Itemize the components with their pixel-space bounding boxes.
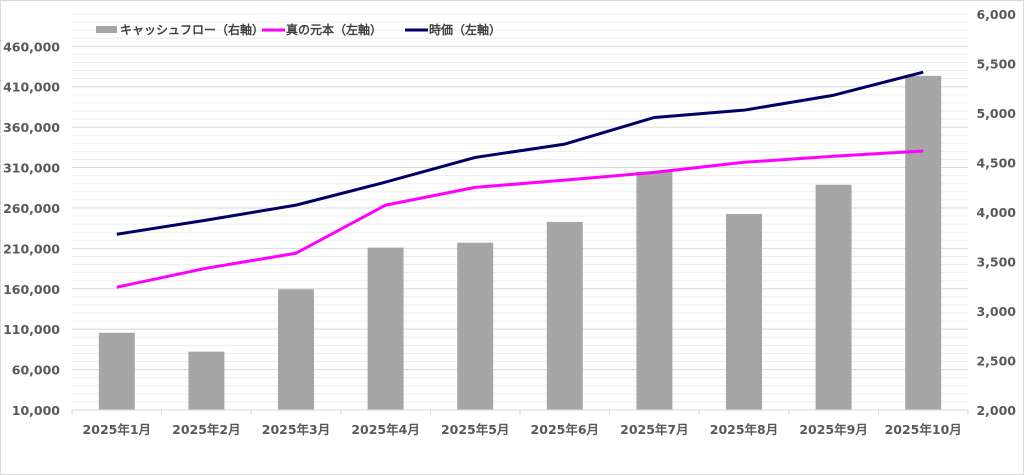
bar-cashflow <box>457 242 494 410</box>
right-tick-label: 5,500 <box>976 57 1016 72</box>
x-tick-label: 2025年7月 <box>620 422 689 437</box>
left-tick-label: 410,000 <box>3 80 60 95</box>
x-tick-label: 2025年5月 <box>441 422 510 437</box>
right-tick-label: 3,000 <box>976 304 1016 319</box>
bar-cashflow <box>636 171 673 410</box>
legend-true-principal-label: 真の元本（左軸） <box>286 22 382 37</box>
right-tick-label: 4,000 <box>976 205 1016 220</box>
bar-series <box>98 75 942 410</box>
left-tick-label: 260,000 <box>3 201 60 216</box>
bar-cashflow <box>726 213 762 410</box>
legend: キャッシュフロー（右軸） 真の元本（左軸） 時価（左軸） <box>96 22 501 37</box>
line-series <box>116 70 924 289</box>
line-true-principal <box>116 149 924 289</box>
left-tick-label: 460,000 <box>3 39 60 54</box>
left-tick-label: 60,000 <box>12 363 61 378</box>
left-tick-label: 210,000 <box>3 241 60 256</box>
right-tick-label: 3,500 <box>976 255 1016 270</box>
left-tick-label: 360,000 <box>3 120 60 135</box>
left-tick-label: 160,000 <box>3 282 60 297</box>
bar-cashflow <box>367 247 404 410</box>
x-tick-label: 2025年3月 <box>262 422 331 437</box>
x-tick-label: 2025年10月 <box>885 422 962 437</box>
left-tick-label: 10,000 <box>12 403 61 418</box>
x-tick-label: 2025年2月 <box>172 422 241 437</box>
bar-cashflow <box>905 75 942 410</box>
bar-cashflow <box>815 184 852 410</box>
x-tick-label: 2025年6月 <box>531 422 600 437</box>
legend-cashflow-swatch <box>96 26 117 33</box>
right-tick-label: 5,000 <box>976 106 1016 121</box>
right-tick-label: 4,500 <box>976 156 1016 171</box>
bar-cashflow <box>546 221 583 410</box>
x-tick-label: 2025年1月 <box>83 422 152 437</box>
right-tick-label: 6,000 <box>976 7 1016 22</box>
line-market-value <box>116 70 924 236</box>
left-tick-label: 110,000 <box>3 322 60 337</box>
x-tick-label: 2025年4月 <box>351 422 420 437</box>
legend-cashflow-label: キャッシュフロー（右軸） <box>120 22 264 37</box>
left-tick-label: 310,000 <box>3 161 60 176</box>
right-tick-label: 2,000 <box>976 403 1016 418</box>
legend-market-value-label: 時価（左軸） <box>429 22 501 37</box>
x-tick-label: 2025年9月 <box>799 422 868 437</box>
bar-cashflow <box>98 332 135 410</box>
bar-cashflow <box>188 351 225 410</box>
x-tick-label: 2025年8月 <box>710 422 779 437</box>
bar-cashflow <box>278 289 314 410</box>
right-tick-label: 2,500 <box>976 354 1016 369</box>
axes: 2025年1月 2025年2月 2025年3月 2025年4月 2025年5月 2025年… <box>3 7 1016 437</box>
